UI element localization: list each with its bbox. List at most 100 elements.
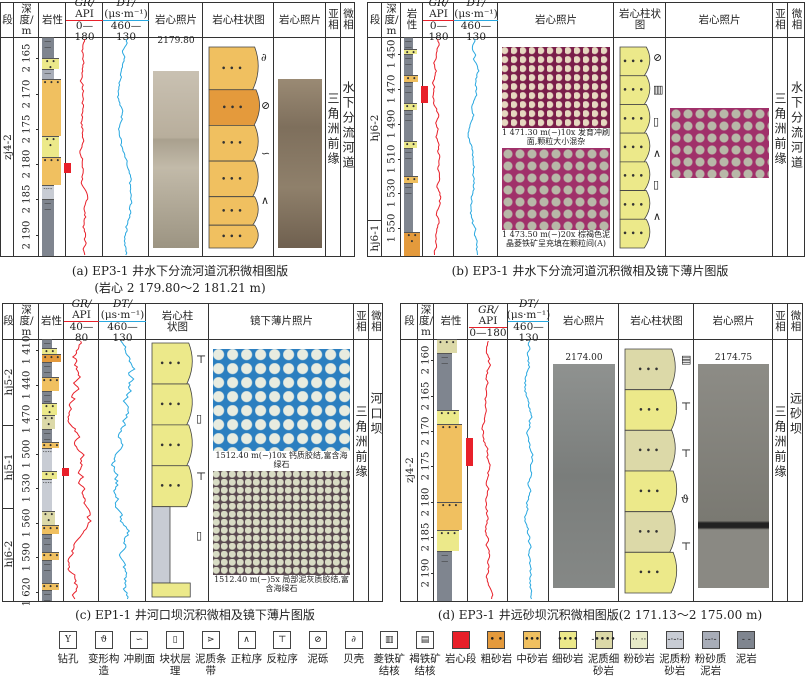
header-text: 段: [404, 315, 415, 327]
header-text: (μs·m⁻¹): [100, 309, 145, 321]
header-text: 岩: [406, 8, 418, 20]
grain-dots: • • •: [622, 172, 644, 182]
lithology-bed-fine: • • •: [437, 530, 460, 552]
microfacies-label: 水下分流河道: [341, 81, 355, 172]
header-depth: 深度/m: [14, 304, 39, 339]
reverse-grading-icon: ⊤: [273, 631, 292, 649]
header-text: m: [21, 24, 32, 37]
segment-label: zj4-2: [403, 457, 416, 483]
depth-tick-label: 1 500: [21, 439, 32, 469]
segment-label: zj4-2: [1, 133, 14, 160]
grain-dots: • • •: [638, 487, 660, 497]
column-divider: [146, 304, 209, 601]
panel-d: 段 zj4-2 深度/m 2 160 2 165 2 170 2 175 2 180 2 185…: [400, 299, 803, 602]
header-divider: [1, 37, 354, 38]
header-text: 微: [790, 309, 802, 322]
header-divider: [3, 339, 382, 340]
lithology-bed-mud: — —: [437, 353, 453, 410]
segment-boundary: [368, 219, 382, 221]
lithology-bed-muddy-silt: ·-·-: [42, 479, 53, 512]
lithology-bed-medium: • • •: [42, 551, 60, 560]
segment-label: hj5-1: [2, 453, 15, 481]
depth-tick-label: 1 590: [21, 543, 32, 572]
header-text: 镜下薄片照片: [250, 315, 313, 327]
lithology-bed-mud: — —: [42, 428, 53, 443]
column-divider: [619, 304, 694, 601]
header-photo: 岩心照片: [498, 3, 614, 37]
header-text: 相: [356, 320, 367, 333]
grain-dots: • • •: [638, 365, 660, 375]
header-text: 460—130: [508, 321, 549, 344]
depth-tick-label: 2 190: [21, 220, 32, 250]
header-text: DT/: [113, 298, 132, 310]
lithology-bed-medium: • • •: [404, 176, 419, 183]
header-text: 相: [328, 19, 339, 31]
depth-tick-label: 1 450: [386, 40, 397, 69]
column-divider: [209, 304, 354, 601]
reverse-grading-icon: ⊤: [681, 540, 692, 554]
thin-section-photo-2: 1512.40 m(−)5x 局部泥灰质胶结,富含海绿石: [213, 471, 350, 593]
header-column: 岩心柱状图: [614, 3, 666, 37]
header-seg: 段: [401, 304, 418, 339]
lithology-bed-mud: — —: [404, 183, 413, 232]
gr-curve-plot: [79, 38, 89, 256]
column-divider: [39, 3, 66, 256]
column-divider: [368, 3, 382, 256]
grain-dots: • • •: [638, 447, 660, 457]
column-divider: [14, 304, 39, 601]
grain-dots: • • •: [221, 139, 243, 149]
column-divider: [614, 3, 666, 256]
reverse-grading-icon: ⊤: [681, 446, 692, 460]
siltstone-swatch: ·· ··: [630, 631, 649, 649]
header-text: (μs·m⁻¹): [454, 7, 498, 20]
core-section-marker: [421, 85, 428, 104]
depth-tick-label: 2 180: [420, 487, 432, 517]
header-text: 0—180: [423, 19, 454, 43]
photo-depth-label: 2174.75: [714, 353, 753, 363]
panel-caption-c: (c) EP1-1 井河口坝沉积微相及镜下薄片图版: [75, 608, 315, 622]
header-text: GR/: [71, 298, 92, 310]
legend-label: 泥质粉砂岩: [659, 653, 691, 677]
header-text: 相: [371, 320, 382, 333]
massive-bedding-icon: ▯: [196, 528, 203, 542]
boring-icon: Y: [59, 631, 77, 649]
column-divider: [354, 304, 369, 601]
lithology-bed-mud: — —: [42, 361, 53, 377]
header-text: 微: [371, 309, 382, 322]
gr-curve-line: [481, 340, 494, 600]
header-seg: 段: [368, 3, 382, 37]
header-text: 40—80: [64, 321, 99, 344]
depth-tick-label: 1 620: [21, 577, 32, 607]
scour-surface-icon: ∽: [130, 631, 149, 649]
mudstone-swatch: - -: [737, 631, 756, 649]
grain-dots: • • •: [221, 207, 243, 217]
microfacies-label: 远砂坝: [788, 391, 803, 437]
lithology-bed-silty-mud: — —: [42, 68, 54, 80]
depth-tick-mark: [398, 228, 401, 230]
fine-sandstone-swatch: ••••: [557, 631, 578, 649]
header-photo: 镜下薄片照片: [209, 304, 354, 339]
core-section-marker: [64, 162, 71, 173]
depth-tick-mark: [36, 419, 39, 421]
column-divider: [401, 3, 423, 256]
mud-gravel-icon: ⊘: [653, 51, 663, 64]
depth-tick-label: 1 440: [21, 370, 32, 400]
depth-tick-label: 1 470: [386, 74, 397, 104]
header-text: 微: [343, 8, 354, 20]
header-text: 相: [791, 19, 803, 31]
panel-caption-b: (b) EP3-1 井水下分流河道沉积微相及镜下薄片图版: [451, 264, 729, 278]
header-text: 岩心柱状图: [630, 315, 683, 327]
depth-tick-mark: [36, 128, 39, 130]
header-sub: 亚相: [326, 3, 341, 37]
header-lith: 岩性: [401, 3, 423, 37]
header-sub: 亚相: [773, 304, 788, 339]
lithology-bed-fine: • • •: [437, 409, 460, 424]
header-text: 0—180: [66, 19, 103, 43]
lithology-bed-muddy-fine: • • •: [437, 339, 457, 354]
lithology-bed-fine: • • •: [42, 135, 59, 158]
header-text: 微: [791, 8, 803, 20]
header-photo: 岩心照片: [149, 3, 203, 37]
thin-section-caption: 1512.40 m(−)5x 局部泥灰质胶结,富含海绿石: [213, 575, 350, 593]
deformation-structure-icon: ϑ: [681, 493, 689, 507]
column-bed: [151, 582, 191, 598]
